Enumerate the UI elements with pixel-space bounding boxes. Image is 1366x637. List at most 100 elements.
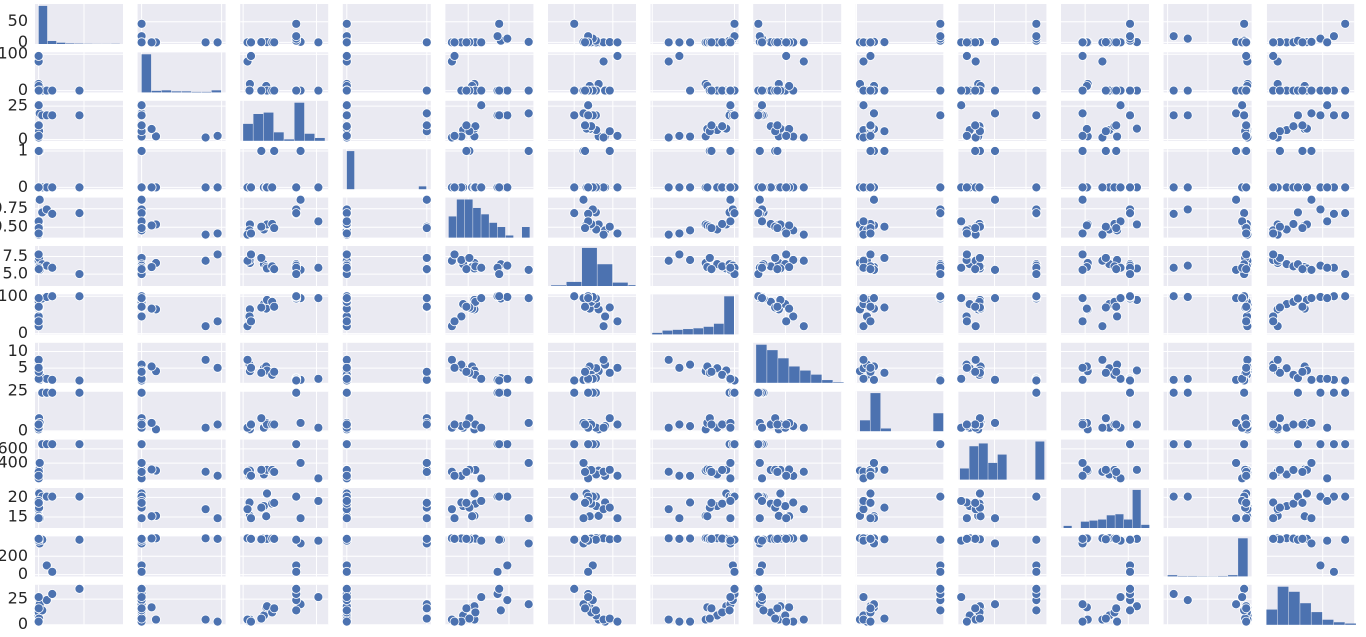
scatter-point	[674, 513, 685, 524]
scatter-point	[256, 221, 267, 232]
histogram-bar	[253, 113, 264, 141]
scatter-point	[341, 496, 352, 506]
scatter-point	[1275, 126, 1285, 137]
scatter-point	[136, 467, 147, 477]
y-tick-label: 20	[8, 487, 28, 506]
scatter-point	[212, 513, 223, 524]
panel	[35, 4, 123, 44]
scatter-point	[200, 37, 211, 48]
scatter-point	[421, 37, 432, 48]
panel-background	[342, 584, 431, 625]
scatter-point	[47, 439, 58, 450]
scatter-point	[256, 302, 267, 313]
panel-background	[137, 100, 226, 141]
scatter-point	[421, 120, 432, 131]
panel-background	[137, 294, 226, 335]
scatter-point	[1125, 605, 1135, 616]
histogram-bar	[201, 91, 212, 93]
scatter-point	[1231, 194, 1241, 205]
scatter-point	[1077, 458, 1088, 468]
scatter-point	[612, 228, 623, 239]
panel	[1265, 246, 1355, 286]
scatter-point	[1231, 599, 1241, 610]
y-tick-label: 0	[18, 177, 28, 196]
scatter-point	[674, 249, 685, 260]
scatter-point	[612, 37, 623, 48]
panel	[956, 246, 1047, 286]
scatter-point	[341, 513, 352, 524]
panel-background	[240, 4, 329, 44]
scatter-point	[421, 513, 432, 524]
scatter-point	[781, 130, 792, 141]
scatter-point	[770, 253, 781, 263]
scatter-point	[246, 228, 256, 239]
panel	[341, 100, 432, 143]
scatter-point	[256, 37, 267, 48]
scatter-point	[1241, 498, 1252, 508]
panel	[855, 194, 946, 240]
panel	[956, 583, 1047, 627]
scatter-point	[476, 535, 487, 546]
scatter-point	[1322, 422, 1333, 433]
panel	[1163, 387, 1253, 435]
scatter-point	[1111, 146, 1122, 156]
panel-background	[137, 4, 226, 44]
scatter-point	[1241, 85, 1252, 96]
scatter-point	[494, 375, 505, 386]
scatter-point	[1125, 375, 1135, 386]
panel	[650, 342, 740, 386]
scatter-point	[1168, 208, 1179, 219]
panel-background	[342, 246, 431, 286]
scatter-point	[1231, 146, 1241, 156]
scatter-point	[580, 467, 590, 477]
scatter-point	[781, 249, 792, 260]
histogram-bar	[1333, 622, 1345, 625]
scatter-point	[341, 37, 352, 48]
histogram-bar	[1311, 612, 1323, 625]
scatter-point	[33, 146, 44, 156]
panel-background	[753, 52, 842, 93]
panel	[341, 439, 432, 484]
scatter-point	[341, 121, 352, 132]
scatter-point	[33, 264, 44, 275]
scatter-point	[583, 110, 594, 121]
scatter-point	[1097, 321, 1108, 332]
scatter-point	[34, 458, 45, 468]
scatter-point	[1306, 146, 1317, 156]
scatter-point	[935, 269, 946, 279]
scatter-point	[1268, 470, 1279, 481]
scatter-point	[212, 130, 223, 141]
scatter-point	[74, 534, 85, 545]
panel-background	[240, 342, 329, 383]
scatter-point	[1302, 488, 1312, 499]
scatter-point	[1275, 367, 1285, 378]
scatter-point	[47, 566, 58, 577]
histogram-bar	[933, 413, 944, 432]
scatter-point	[798, 466, 809, 477]
scatter-point	[47, 262, 58, 273]
scatter-point	[757, 592, 767, 602]
scatter-point	[1306, 513, 1317, 524]
scatter-point	[598, 229, 609, 240]
panel	[548, 533, 636, 577]
scatter-point	[1268, 362, 1279, 373]
scatter-point	[1100, 302, 1111, 313]
scatter-point	[956, 85, 967, 96]
scatter-point	[580, 419, 590, 430]
scatter-point	[269, 419, 280, 430]
scatter-point	[935, 291, 946, 302]
scatter-point	[464, 253, 475, 263]
histogram-bar	[171, 91, 182, 93]
scatter-point	[1268, 533, 1279, 544]
scatter-point	[1111, 264, 1122, 275]
scatter-point	[1077, 362, 1088, 373]
scatter-point	[1182, 204, 1193, 215]
scatter-point	[1100, 534, 1111, 545]
scatter-point	[663, 422, 674, 433]
scatter-point	[502, 373, 513, 384]
scatter-point	[970, 603, 981, 614]
scatter-point	[1100, 85, 1111, 96]
panel-background	[137, 52, 226, 93]
scatter-point	[725, 458, 736, 468]
scatter-point	[212, 616, 223, 627]
